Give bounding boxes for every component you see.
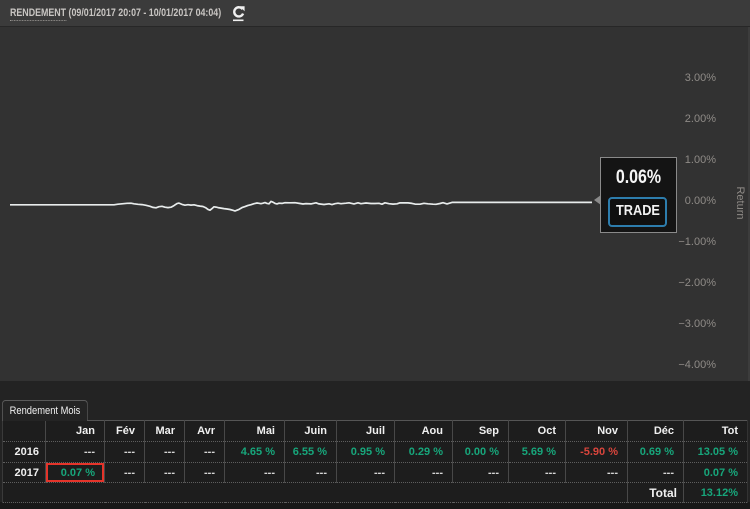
svg-text:3.00%: 3.00% [685,72,716,84]
svg-text:Return: Return [734,186,746,219]
svg-text:0.00%: 0.00% [685,195,716,207]
svg-text:1.00%: 1.00% [685,154,716,166]
svg-text:−1.00%: −1.00% [678,236,716,248]
svg-text:−3.00%: −3.00% [678,318,716,330]
svg-text:2.00%: 2.00% [685,113,716,125]
svg-text:−4.00%: −4.00% [678,359,716,371]
svg-text:−2.00%: −2.00% [678,277,716,289]
